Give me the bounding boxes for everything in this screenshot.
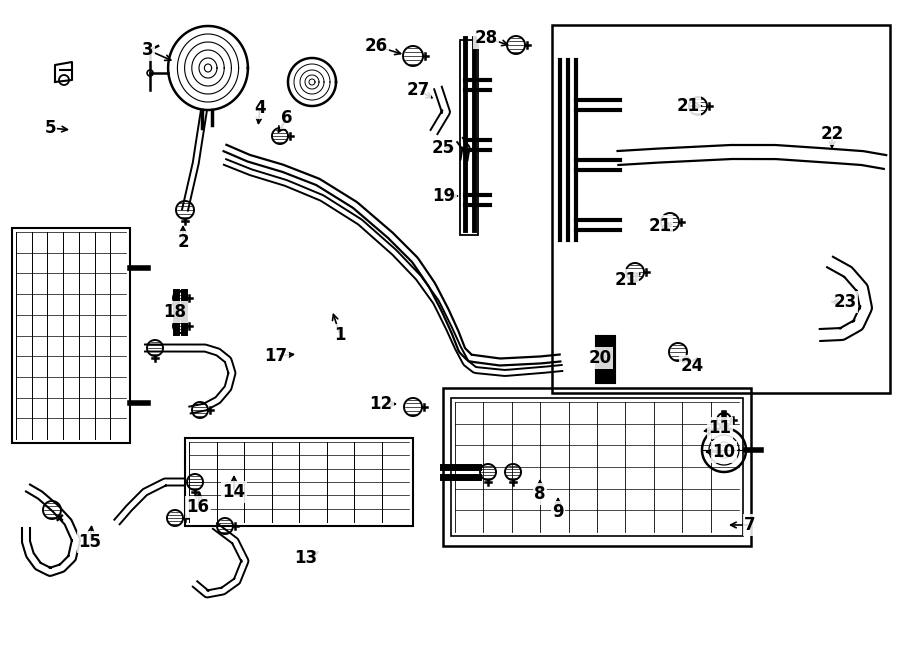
Text: 21: 21 <box>677 97 699 115</box>
Text: 12: 12 <box>369 395 392 413</box>
Text: 22: 22 <box>821 125 843 143</box>
Text: 6: 6 <box>281 109 292 127</box>
Bar <box>185 438 413 526</box>
Text: 1: 1 <box>334 326 346 344</box>
Text: 19: 19 <box>432 187 455 205</box>
Text: 9: 9 <box>553 503 563 521</box>
Text: 17: 17 <box>265 347 288 365</box>
Text: 25: 25 <box>431 139 454 157</box>
Text: 21: 21 <box>615 271 637 289</box>
Text: 18: 18 <box>164 303 186 321</box>
Text: 15: 15 <box>78 533 102 551</box>
Text: 26: 26 <box>364 37 388 55</box>
Text: 10: 10 <box>713 443 735 461</box>
Text: 13: 13 <box>294 549 318 567</box>
Text: 28: 28 <box>474 29 498 47</box>
Bar <box>451 398 743 536</box>
Text: 8: 8 <box>535 485 545 503</box>
Text: 20: 20 <box>589 349 612 367</box>
Bar <box>552 25 890 393</box>
Bar <box>12 228 130 443</box>
Bar <box>460 40 478 235</box>
Text: 27: 27 <box>407 81 429 99</box>
Text: 7: 7 <box>744 516 756 534</box>
Text: 21: 21 <box>648 217 671 235</box>
Text: 23: 23 <box>833 293 857 311</box>
Text: 16: 16 <box>186 498 210 516</box>
Text: 24: 24 <box>680 357 704 375</box>
Text: 5: 5 <box>44 119 56 137</box>
Text: 4: 4 <box>254 99 266 117</box>
Text: 14: 14 <box>222 483 246 501</box>
Bar <box>443 388 751 546</box>
Text: 3: 3 <box>142 41 154 59</box>
Text: 2: 2 <box>177 233 189 251</box>
Text: 11: 11 <box>708 419 732 437</box>
